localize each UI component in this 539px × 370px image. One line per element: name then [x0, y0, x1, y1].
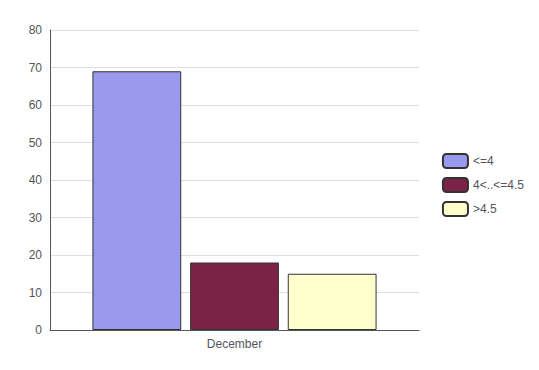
svg-text:4<..<=4.5: 4<..<=4.5 [473, 178, 524, 192]
svg-text:50: 50 [29, 136, 43, 150]
svg-text:20: 20 [29, 248, 43, 262]
svg-text:<=4: <=4 [473, 154, 494, 168]
svg-text:>4.5: >4.5 [473, 202, 497, 216]
svg-text:80: 80 [29, 23, 43, 37]
svg-text:December: December [207, 337, 262, 351]
svg-text:70: 70 [29, 61, 43, 75]
svg-text:10: 10 [29, 286, 43, 300]
svg-text:30: 30 [29, 211, 43, 225]
svg-text:40: 40 [29, 173, 43, 187]
svg-text:60: 60 [29, 98, 43, 112]
svg-text:0: 0 [35, 323, 42, 337]
